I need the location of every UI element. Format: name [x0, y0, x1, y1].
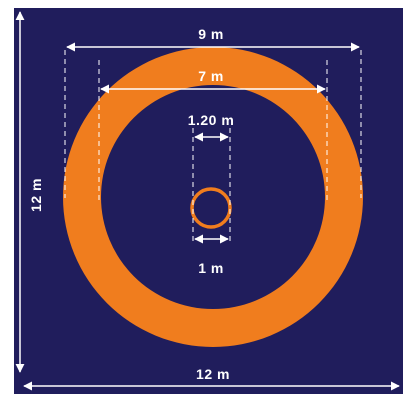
small-ring-label: 1 m: [198, 260, 224, 276]
spacing-guides: [192, 128, 231, 245]
field-height-label: 12 m: [28, 178, 44, 212]
field-width-label: 12 m: [196, 366, 230, 382]
spacing-label: 1.20 m: [188, 112, 235, 128]
small-orange-ring: [190, 187, 232, 229]
inner-diameter-label: 7 m: [198, 68, 224, 84]
outer-diameter-guides: [64, 50, 362, 198]
outer-diameter-label: 9 m: [198, 26, 224, 42]
